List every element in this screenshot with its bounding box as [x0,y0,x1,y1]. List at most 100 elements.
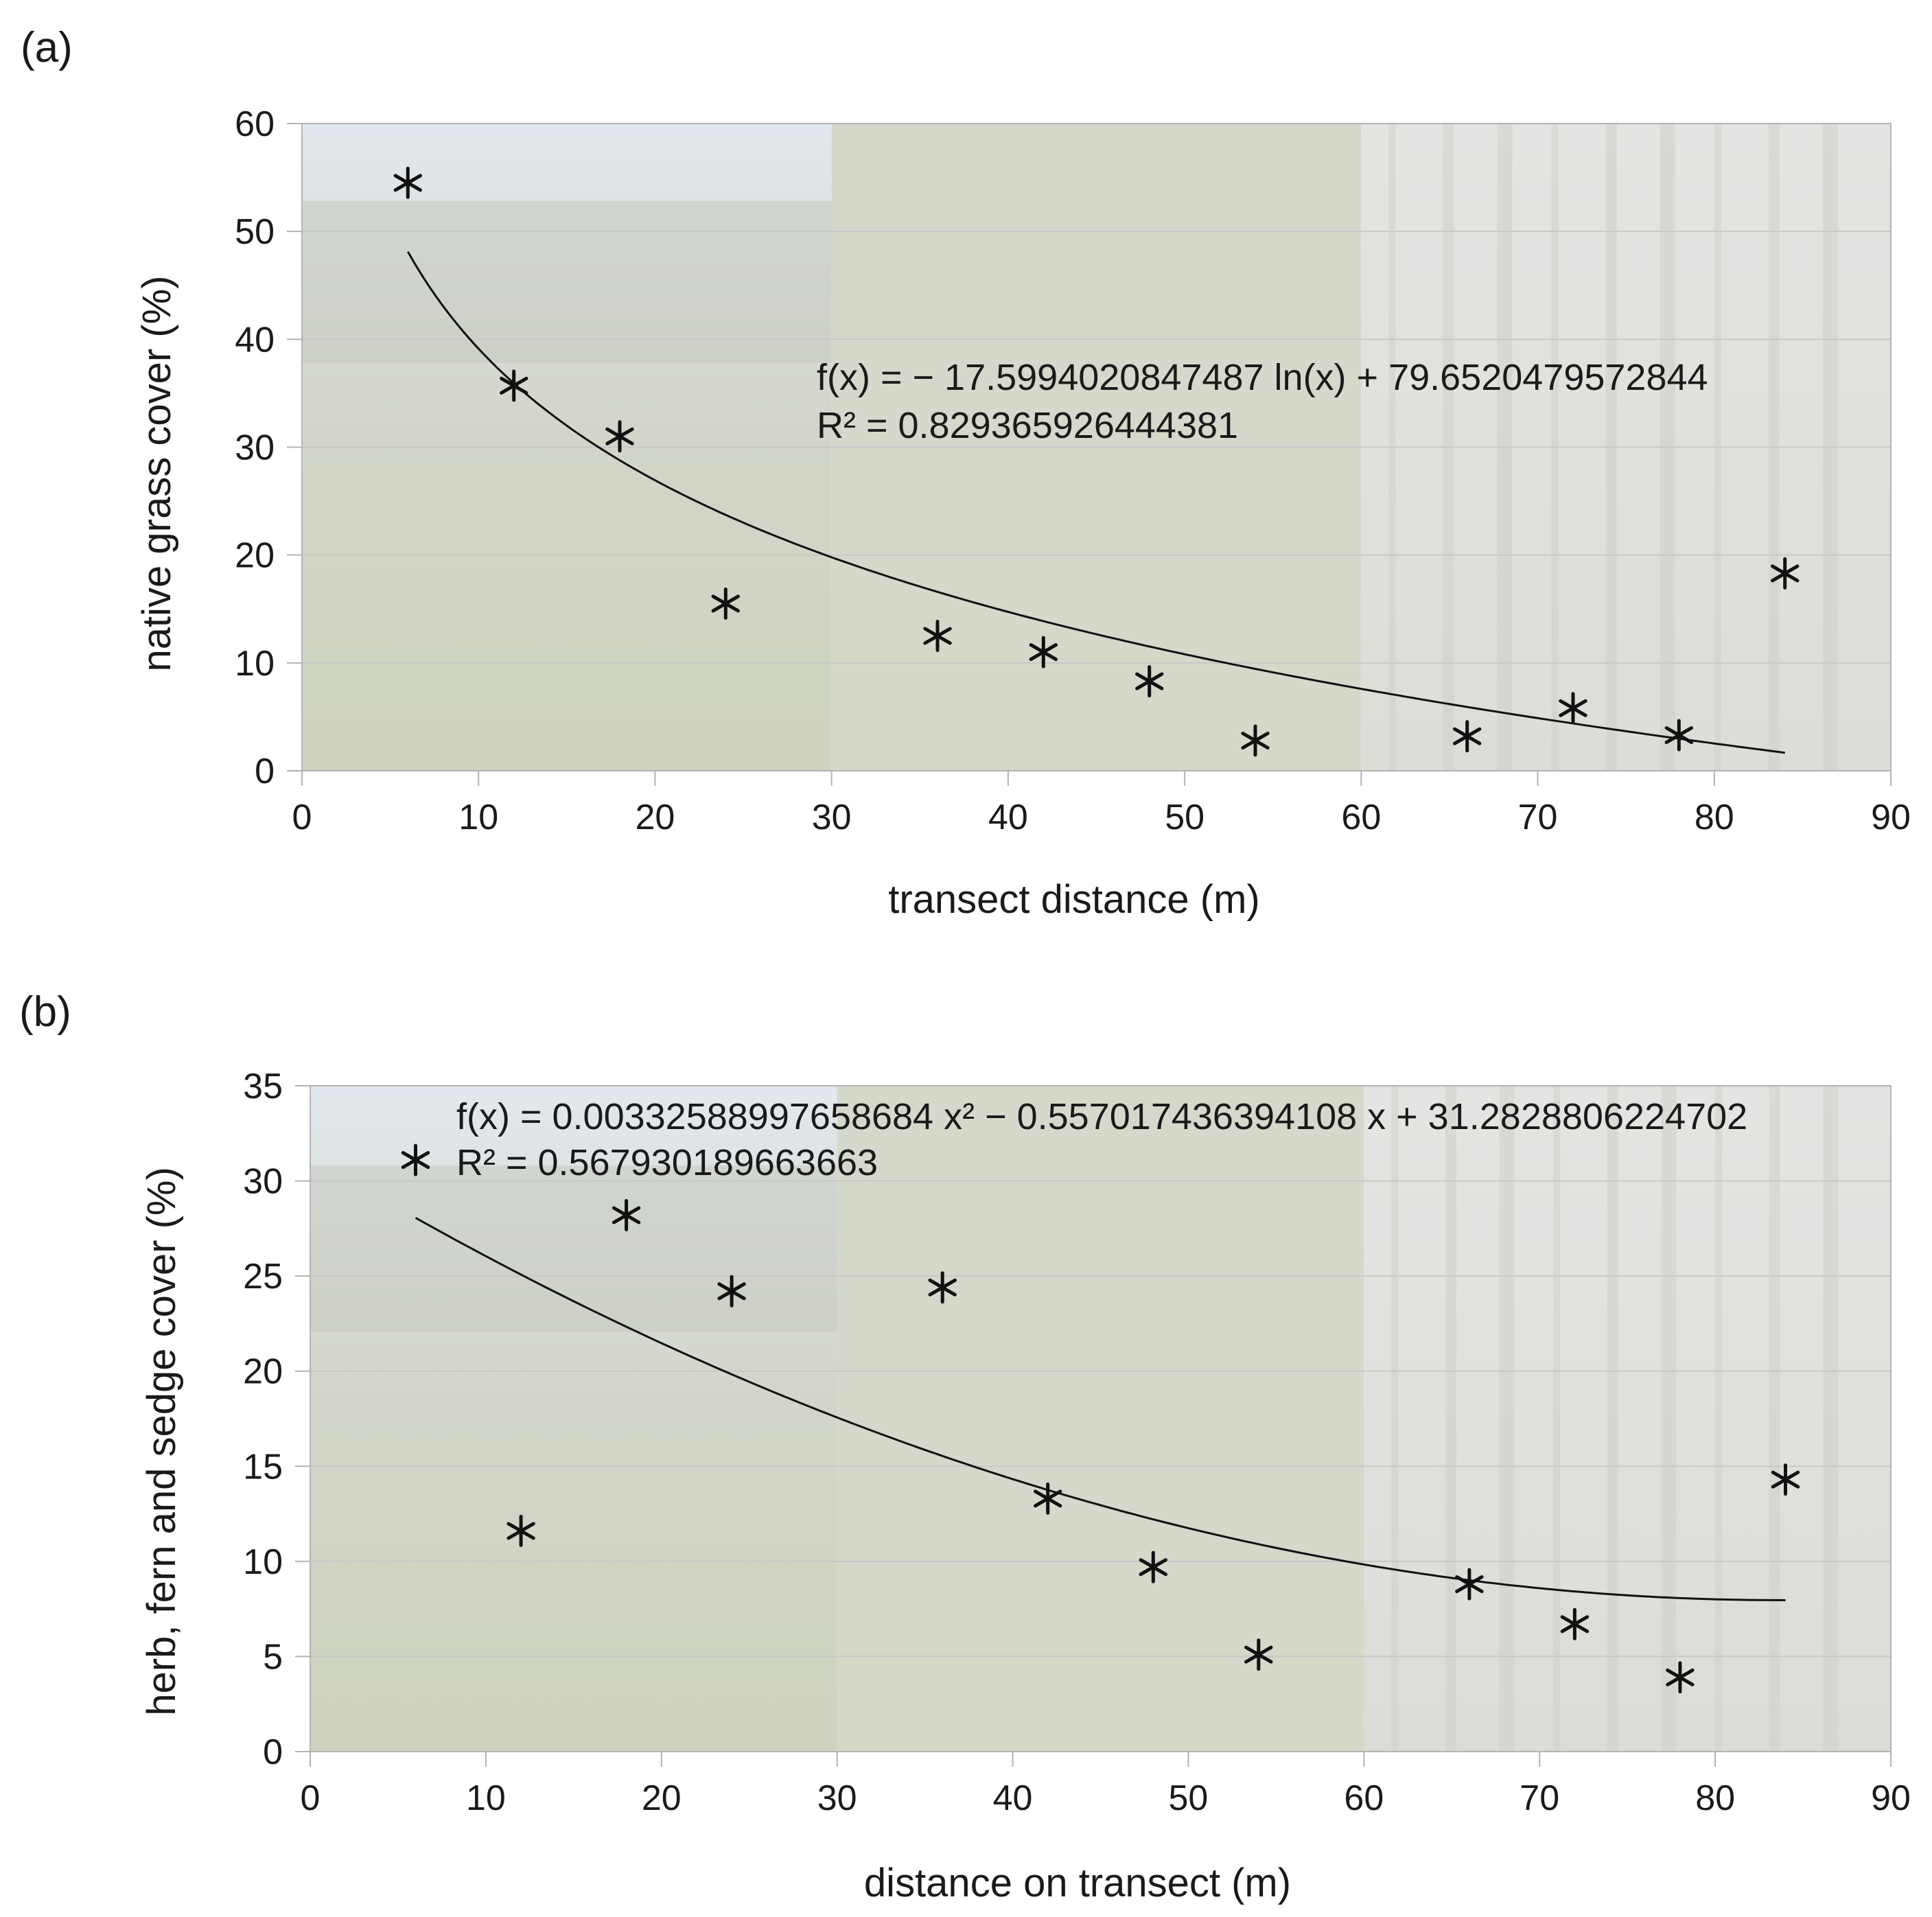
panel-b: (b) 0 5 10 15 20 25 30 35 0 10 20 30 40 50 60 70 80 90 d… [19,988,1911,1905]
data-point [928,1271,957,1304]
photo-tree-trunk [1823,1086,1839,1752]
x-tick-label: 20 [636,798,675,837]
x-tick-label: 70 [1520,1778,1559,1818]
x-tick-label: 20 [642,1778,682,1818]
x-tick-label: 70 [1518,798,1558,837]
y-tick-label: 10 [243,1542,283,1582]
y-tick-label: 20 [243,1352,283,1392]
x-tick-label: 60 [1344,1778,1384,1818]
y-tick-label: 10 [235,644,275,684]
data-point [1244,1638,1273,1671]
y-tick-label: 0 [263,1732,283,1772]
asterisk-stroke [612,1206,641,1224]
y-tick-label: 35 [243,1067,283,1106]
x-tick-label: 50 [1169,1778,1209,1818]
panel-b-r-squared: R² = 0.567930189663663 [456,1142,878,1183]
panel-a-data-points [393,166,1800,757]
photo-canopy [310,1165,837,1332]
data-point [717,1275,746,1308]
panel-b-trendline [415,1216,1786,1601]
asterisk-stroke [717,1282,746,1301]
y-tick-label: 30 [243,1162,283,1202]
asterisk-stroke [1244,1645,1273,1664]
panel-a-label: (a) [21,24,73,71]
y-tick-label: 15 [243,1447,283,1487]
asterisk-stroke [1771,564,1800,583]
asterisk-stroke [1453,727,1482,745]
photo-tree-trunk [1445,1086,1456,1752]
panel-b-x-tick-labels: 0 10 20 30 40 50 60 70 80 90 [301,1778,1911,1818]
data-point [1135,665,1164,698]
y-tick-label: 20 [235,536,275,576]
data-point [1560,1607,1590,1640]
photo-tree-trunk [1499,1086,1515,1752]
asterisk-stroke [1029,643,1058,662]
data-point [1029,636,1058,669]
asterisk-stroke [1560,1615,1590,1634]
asterisk-stroke [1771,1470,1800,1489]
asterisk-stroke [1559,699,1587,717]
data-point [1771,557,1800,590]
asterisk-stroke [507,1522,535,1540]
x-tick-label: 0 [292,798,312,837]
panel-a-r-squared: R² = 0.829365926444381 [817,405,1238,446]
panel-b-label: (b) [19,988,71,1036]
photo-section-forest [1364,1086,1891,1752]
panel-b-y-tick-labels: 0 5 10 15 20 25 30 35 [243,1067,283,1772]
asterisk-stroke [1135,672,1164,690]
y-tick-label: 0 [255,752,275,791]
asterisk-stroke [1455,1575,1484,1594]
y-tick-label: 5 [263,1637,283,1677]
x-tick-label: 80 [1695,1778,1735,1818]
asterisk-stroke [401,1151,430,1170]
photo-canopy [302,201,832,363]
data-point [1771,1463,1800,1496]
data-point [1034,1482,1062,1515]
x-tick-label: 10 [466,1778,506,1818]
x-tick-label: 90 [1871,1778,1911,1818]
panel-a: (a) 0 10 20 30 40 50 60 0 10 20 30 40 50 60 70 80 90 tr… [21,24,1911,922]
photo-tree-trunk [1391,1086,1399,1752]
data-point [1455,1568,1484,1601]
data-point [1139,1550,1167,1583]
data-point [507,1515,535,1547]
data-point [500,369,528,402]
x-tick-label: 50 [1165,798,1204,837]
y-tick-label: 50 [235,212,275,252]
asterisk-stroke [1139,1558,1167,1577]
x-tick-label: 0 [301,1778,321,1818]
photo-tree-trunk [1661,1086,1677,1752]
photo-section-scrub [837,1086,1364,1752]
panel-b-plot-frame [310,1085,1892,1752]
asterisk-stroke [923,627,952,645]
x-tick-label: 90 [1871,798,1911,837]
data-point [393,166,422,199]
x-tick-label: 40 [993,1778,1033,1818]
asterisk-stroke [393,174,422,192]
data-point [1664,719,1693,752]
asterisk-stroke [1666,1668,1695,1686]
panel-b-x-axis-label: distance on transect (m) [864,1861,1291,1905]
x-tick-label: 30 [812,798,852,837]
photo-tree-trunk [1715,1086,1723,1752]
asterisk-stroke [711,594,740,613]
asterisk-stroke [1664,726,1693,745]
x-tick-label: 80 [1695,798,1734,837]
data-point [1453,720,1482,753]
panel-a-equation: f(x) = − 17.5994020847487 ln(x) + 79.652… [817,357,1708,398]
x-tick-label: 30 [817,1778,857,1818]
panel-a-trendline [407,251,1785,754]
data-point [1241,724,1270,757]
data-point [711,587,740,620]
photo-tree-trunk [1553,1086,1561,1752]
panel-b-photo-background [310,1086,1891,1752]
data-point [923,620,952,652]
panel-a-y-tick-labels: 0 10 20 30 40 50 60 [235,104,275,791]
panel-b-equation: f(x) = 0.00332588997658684 x² − 0.557017… [456,1096,1747,1137]
panel-a-plot-frame [301,123,1892,771]
asterisk-stroke [605,427,634,445]
data-point [605,420,634,453]
panel-a-y-axis-label: native grass cover (%) [135,276,179,672]
panel-b-data-points [401,1143,1800,1694]
